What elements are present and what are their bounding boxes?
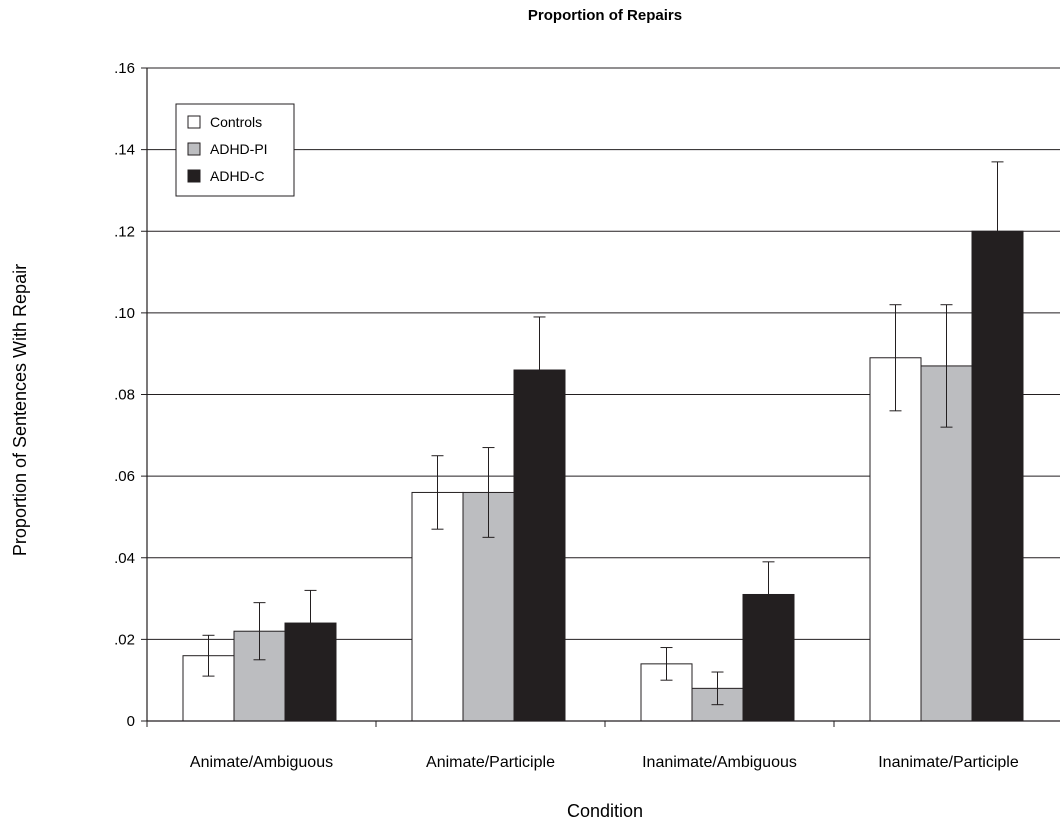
y-tick-label: .16	[114, 60, 135, 77]
x-tick-label: Inanimate/Participle	[878, 754, 1019, 771]
legend-swatch-controls	[187, 115, 201, 129]
y-tick-label: 0	[127, 713, 135, 730]
y-tick-label: .06	[114, 468, 135, 485]
axes: .16 .14 .12 .10 .08 .06 .04 .02 0 Animate/Ambiguo…	[114, 60, 1060, 771]
y-axis-label: Proportion of Sentences With Repair	[10, 264, 30, 556]
y-tick-label: .04	[114, 550, 135, 567]
bar-controls	[869, 357, 922, 722]
bar-adhd-c	[742, 593, 795, 722]
gridlines	[147, 67, 1060, 640]
chart-title: Proportion of Repairs	[528, 7, 682, 24]
error-bars	[202, 161, 1004, 706]
bar-adhd-c	[971, 230, 1024, 722]
bars	[182, 230, 1024, 722]
legend-swatch-adhd-c	[187, 169, 201, 183]
y-tick-label: .08	[114, 387, 135, 404]
y-tick-label: .02	[114, 631, 135, 648]
legend-label: Controls	[210, 114, 262, 130]
bar-adhd-c	[513, 369, 566, 722]
x-tick-label: Animate/Ambiguous	[190, 754, 333, 771]
legend-label: ADHD-C	[210, 168, 264, 184]
legend-label: ADHD-PI	[210, 141, 268, 157]
y-tick-label: .14	[114, 142, 135, 159]
bar-adhd-c	[284, 622, 337, 722]
bar-controls	[411, 491, 464, 722]
x-axis-label: Condition	[567, 801, 643, 821]
y-tick-label: .12	[114, 223, 135, 240]
x-tick-label: Inanimate/Ambiguous	[642, 754, 797, 771]
x-tick-label: Animate/Participle	[426, 754, 555, 771]
y-tick-label: .10	[114, 305, 135, 322]
legend: Controls ADHD-PI ADHD-C	[175, 103, 295, 197]
legend-swatch-adhd-pi	[187, 142, 201, 156]
